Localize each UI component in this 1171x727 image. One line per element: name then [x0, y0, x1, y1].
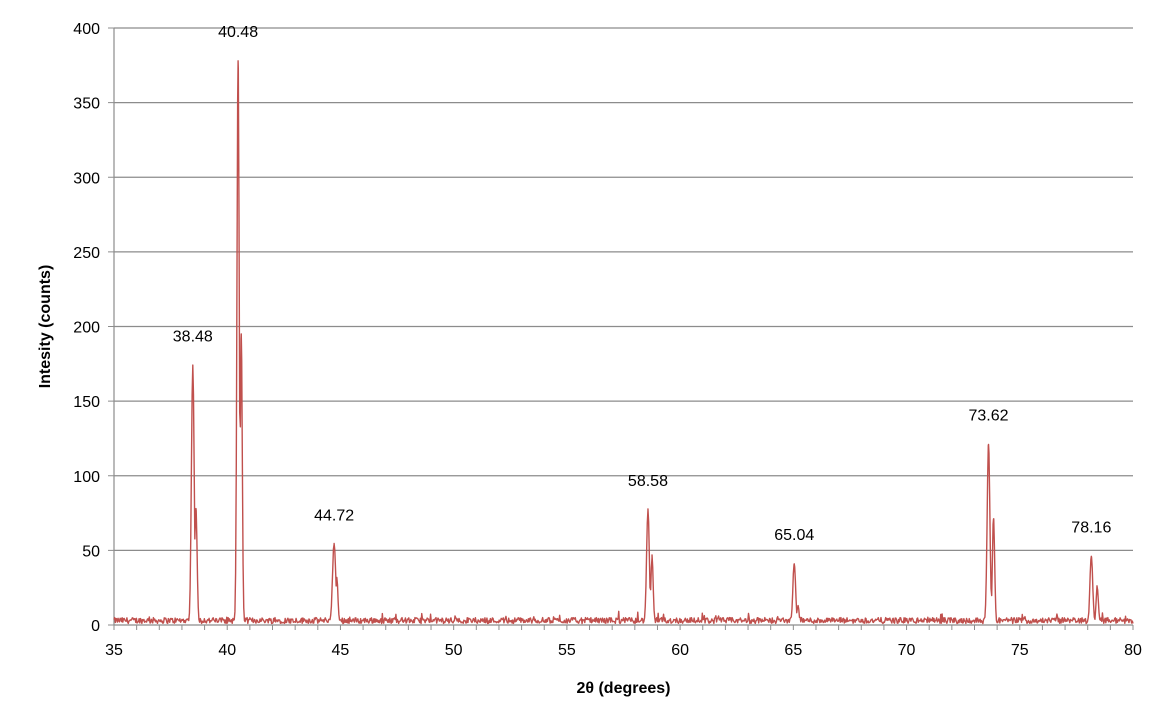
y-tick-label: 400	[73, 21, 100, 38]
peak-label: 40.48	[218, 24, 258, 41]
peak-label: 58.58	[628, 473, 668, 490]
peak-annotations: 38.48 40.48 44.72 58.58 65.04 73.62 78.16	[173, 24, 1112, 544]
x-axis-title: 2θ (degrees)	[576, 680, 670, 697]
y-tick-label: 150	[73, 394, 100, 411]
y-axis-ticks: 0 50 100 150 200 250 300 350 400	[73, 21, 114, 635]
y-tick-label: 50	[82, 543, 100, 560]
x-tick-label: 65	[784, 642, 802, 659]
peak-label: 44.72	[314, 507, 354, 524]
peak-label: 78.16	[1071, 519, 1111, 536]
x-tick-label: 70	[898, 642, 916, 659]
x-tick-label: 35	[105, 642, 123, 659]
peak-label: 38.48	[173, 328, 213, 345]
x-tick-label: 75	[1011, 642, 1029, 659]
y-tick-label: 100	[73, 469, 100, 486]
peak-label: 73.62	[969, 407, 1009, 424]
peak-label: 65.04	[774, 527, 814, 544]
x-tick-label: 80	[1124, 642, 1142, 659]
x-tick-label: 45	[332, 642, 350, 659]
x-tick-label: 50	[445, 642, 463, 659]
x-tick-label: 60	[671, 642, 689, 659]
y-tick-label: 200	[73, 320, 100, 337]
y-tick-label: 300	[73, 170, 100, 187]
y-axis-title: Intesity (counts)	[37, 265, 54, 389]
x-axis-ticks: 35 40 45 50 55 60 65 70 75 80	[105, 625, 1142, 659]
y-tick-label: 250	[73, 245, 100, 262]
y-tick-label: 350	[73, 96, 100, 113]
intensity-series-line	[113, 60, 1134, 625]
gridlines	[114, 27, 1133, 551]
x-tick-label: 40	[218, 642, 236, 659]
y-tick-label: 0	[91, 618, 100, 635]
x-tick-label: 55	[558, 642, 576, 659]
